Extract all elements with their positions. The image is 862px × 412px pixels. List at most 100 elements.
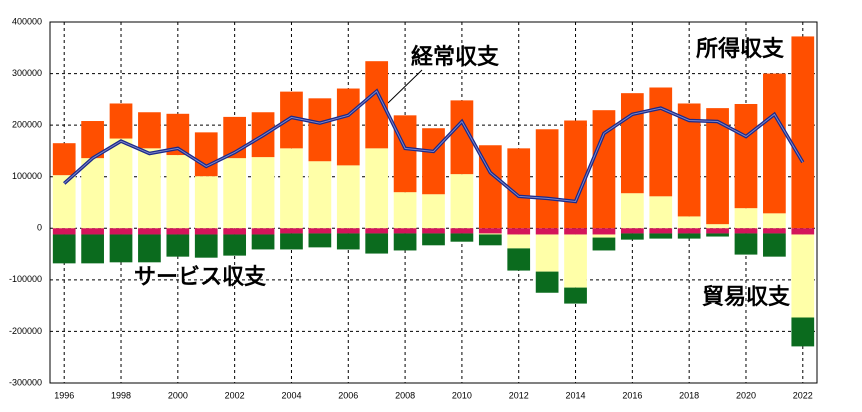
bar-segment xyxy=(734,103,758,209)
bar-segment xyxy=(109,103,133,139)
x-tick-label: 2002 xyxy=(225,390,245,400)
bar-segment xyxy=(763,233,786,257)
bar-segment xyxy=(194,176,218,229)
bar-segment xyxy=(52,175,76,229)
bar-segment xyxy=(422,194,445,229)
bar-segment xyxy=(478,145,502,229)
bar-segment xyxy=(365,233,389,254)
series-annotation: 経常収支 xyxy=(411,44,500,70)
x-tick-label: 2016 xyxy=(622,390,642,400)
y-tick-label: 300000 xyxy=(12,68,42,78)
bar-segment xyxy=(194,132,218,177)
bar-segment xyxy=(336,233,360,250)
bar-segment xyxy=(336,165,360,229)
series-annotation: 所得収支 xyxy=(696,36,785,62)
bar-segment xyxy=(109,228,133,235)
y-tick-label: 0 xyxy=(37,223,42,233)
bar-segment xyxy=(763,228,786,234)
series-annotation: サービス収支 xyxy=(134,265,267,290)
x-tick-label: 2018 xyxy=(679,390,699,400)
bar-segment xyxy=(734,233,758,255)
bar-segment xyxy=(393,233,417,251)
bar-segment xyxy=(791,317,815,347)
bar-segment xyxy=(649,228,673,234)
bar-segment xyxy=(308,228,332,234)
x-tick-label: 2012 xyxy=(509,390,529,400)
bar-segment xyxy=(81,121,104,159)
line-series-highlight xyxy=(63,90,804,203)
bar-segment xyxy=(592,237,616,251)
bar-segment xyxy=(706,233,729,237)
bar-segment xyxy=(138,148,161,229)
bar-segment xyxy=(166,113,190,156)
y-tick-label: 400000 xyxy=(12,16,42,26)
bar-segment xyxy=(706,224,729,229)
bar-segment xyxy=(308,98,332,162)
bar-segment xyxy=(677,216,701,229)
bar-segment xyxy=(649,87,673,197)
bar-segment xyxy=(280,148,303,229)
y-tick-label: 100000 xyxy=(12,171,42,181)
bar-segment xyxy=(166,228,190,235)
bar-segment xyxy=(649,196,673,229)
bar-segment xyxy=(109,138,133,229)
bar-segment xyxy=(251,234,275,250)
bar-segment xyxy=(620,228,644,234)
bar-segment xyxy=(706,228,729,234)
bar-segment xyxy=(450,174,474,229)
bar-segment xyxy=(535,129,559,229)
bar-segment xyxy=(138,112,161,149)
bar-segment xyxy=(280,228,303,234)
bar-segment xyxy=(450,228,474,234)
bar-segment xyxy=(393,228,417,234)
bar-segment xyxy=(535,228,559,235)
bar-segment xyxy=(450,100,474,175)
bar-segment xyxy=(535,234,559,272)
bar-segment xyxy=(422,233,445,246)
x-tick-label: 1996 xyxy=(54,390,74,400)
bar-segment xyxy=(81,234,104,264)
bar-segment xyxy=(109,234,133,263)
bar-segment xyxy=(734,208,758,229)
bar-segment xyxy=(81,158,104,229)
bar-segment xyxy=(251,228,275,235)
bar-segment xyxy=(223,158,247,229)
bar-segment xyxy=(365,148,389,229)
bar-segment xyxy=(677,103,701,217)
bar-segment xyxy=(507,228,531,235)
bar-segment xyxy=(649,233,673,239)
bar-segment xyxy=(507,234,531,249)
bar-segment xyxy=(223,228,247,235)
bar-segment xyxy=(592,234,616,238)
x-tick-label: 2022 xyxy=(793,390,813,400)
bar-segment xyxy=(791,228,815,235)
x-tick-label: 2010 xyxy=(452,390,472,400)
bar-segment xyxy=(620,93,644,194)
x-tick-label: 2020 xyxy=(736,390,756,400)
series-annotation: 貿易収支 xyxy=(702,285,791,310)
bar-segment xyxy=(677,233,701,239)
y-tick-label: -200000 xyxy=(9,326,42,336)
bar-segment xyxy=(52,143,76,176)
bar-segment xyxy=(52,234,76,264)
bar-segment xyxy=(308,161,332,229)
bar-segment xyxy=(308,233,332,248)
bar-segment xyxy=(365,61,389,149)
bar-segment xyxy=(564,287,587,304)
bar-segment xyxy=(194,228,218,235)
bar-segment xyxy=(166,155,190,229)
y-tick-label: 200000 xyxy=(12,120,42,130)
bar-segment xyxy=(251,157,275,229)
bar-segment xyxy=(81,228,104,235)
bar-segment xyxy=(280,91,303,149)
bar-segment xyxy=(507,248,531,271)
bar-segment xyxy=(734,228,758,234)
bar-segment xyxy=(422,128,445,195)
bar-segment xyxy=(706,108,729,225)
bar-segment xyxy=(166,234,190,257)
bar-segment xyxy=(791,234,815,318)
bar-segment xyxy=(620,233,644,240)
bar-segment xyxy=(138,228,161,235)
bar-segment xyxy=(592,110,616,229)
bar-segment xyxy=(620,193,644,229)
